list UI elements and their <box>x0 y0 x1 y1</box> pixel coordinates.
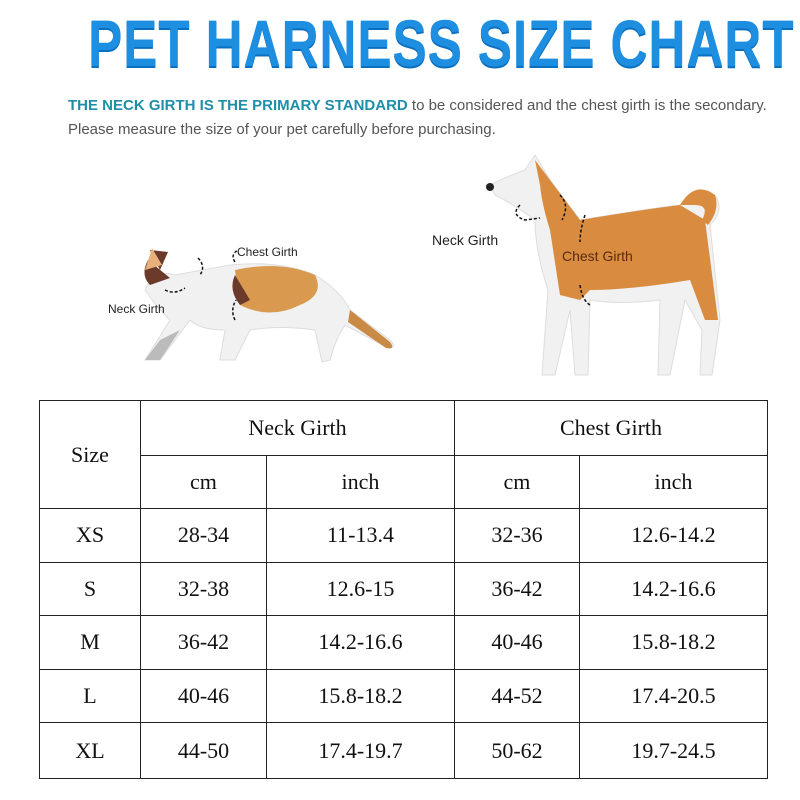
value-cell: 40-46 <box>454 615 580 670</box>
value-cell: 36-42 <box>454 561 580 616</box>
value-cell: 11-13.4 <box>266 508 455 563</box>
unit-header: cm <box>140 455 267 509</box>
dog-neck-girth-label: Neck Girth <box>432 232 499 248</box>
size-cell: L <box>39 668 141 723</box>
value-cell: 17.4-19.7 <box>266 722 455 779</box>
value-cell: 14.2-16.6 <box>266 615 455 670</box>
size-cell: XL <box>39 722 141 779</box>
table-row: XS 28-34 11-13.4 32-36 12.6-14.2 <box>39 508 768 563</box>
table-row: L 40-46 15.8-18.2 44-52 17.4-20.5 <box>39 668 768 723</box>
cat-illustration <box>144 248 394 363</box>
size-table: Size Neck Girth Chest Girth cm inch cm i… <box>39 400 768 779</box>
cat-chest-girth-label: Chest Girth <box>237 245 298 259</box>
size-cell: M <box>39 615 141 670</box>
chest-girth-header: Chest Girth <box>454 400 768 456</box>
dog-illustration <box>486 154 721 376</box>
dog-chest-girth-label: Chest Girth <box>562 248 633 264</box>
value-cell: 40-46 <box>140 668 267 723</box>
neck-girth-header: Neck Girth <box>140 400 455 456</box>
value-cell: 28-34 <box>140 508 267 563</box>
table-row: S 32-38 12.6-15 36-42 14.2-16.6 <box>39 561 768 616</box>
size-cell: XS <box>39 508 141 563</box>
value-cell: 44-50 <box>140 722 267 779</box>
value-cell: 44-52 <box>454 668 580 723</box>
value-cell: 32-38 <box>140 561 267 616</box>
unit-header: inch <box>266 455 455 509</box>
value-cell: 50-62 <box>454 722 580 779</box>
table-row: XL 44-50 17.4-19.7 50-62 19.7-24.5 <box>39 722 768 779</box>
value-cell: 14.2-16.6 <box>579 561 768 616</box>
intro-rest: to be considered and the chest girth is … <box>68 97 767 138</box>
value-cell: 36-42 <box>140 615 267 670</box>
value-cell: 17.4-20.5 <box>579 668 768 723</box>
value-cell: 12.6-14.2 <box>579 508 768 563</box>
table-row: M 36-42 14.2-16.6 40-46 15.8-18.2 <box>39 615 768 670</box>
value-cell: 15.8-18.2 <box>579 615 768 670</box>
page-title: PET HARNESS SIZE CHART <box>88 6 795 80</box>
value-cell: 19.7-24.5 <box>579 722 768 779</box>
value-cell: 12.6-15 <box>266 561 455 616</box>
size-header: Size <box>39 400 141 509</box>
value-cell: 32-36 <box>454 508 580 563</box>
unit-header: inch <box>579 455 768 509</box>
cat-neck-girth-label: Neck Girth <box>108 302 165 316</box>
size-cell: S <box>39 561 141 616</box>
intro-text: THE NECK GIRTH IS THE PRIMARY STANDARD t… <box>68 94 780 142</box>
value-cell: 15.8-18.2 <box>266 668 455 723</box>
unit-header: cm <box>454 455 580 509</box>
intro-highlight: THE NECK GIRTH IS THE PRIMARY STANDARD <box>68 97 408 114</box>
